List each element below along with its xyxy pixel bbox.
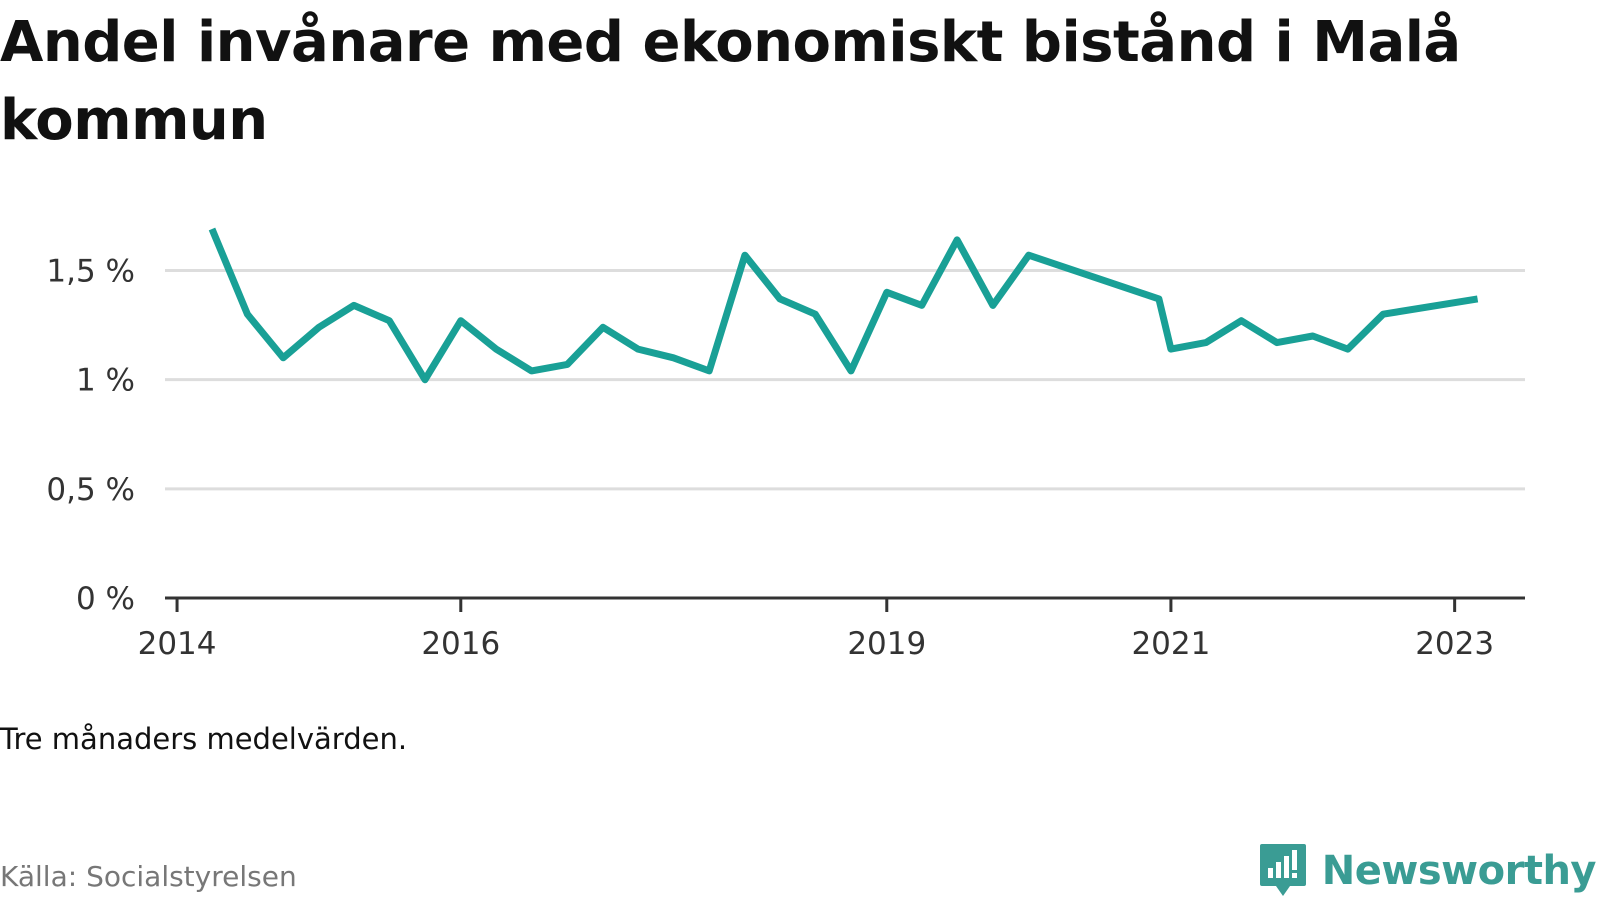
chart-note: Tre månaders medelvärden. — [0, 722, 408, 756]
gridlines — [165, 269, 1525, 491]
x-tick-label: 2023 — [1415, 626, 1494, 662]
newsworthy-logo-icon — [1259, 844, 1306, 896]
x-tick-label: 2016 — [421, 626, 500, 662]
line-chart: 0 % 0,5 % 1 % 1,5 % 2014 2016 2019 2021 2023 — [46, 227, 1525, 662]
y-tick-label: 0,5 % — [46, 472, 135, 508]
source-credit: Källa: Socialstyrelsen — [0, 860, 297, 893]
x-tick-label: 2021 — [1131, 626, 1210, 662]
y-tick-label: 1 % — [76, 363, 135, 399]
series-layer — [208, 227, 1479, 384]
y-tick-label: 0 % — [76, 581, 135, 617]
x-axis-tick-labels: 2014 2016 2019 2021 2023 — [138, 626, 1495, 662]
y-axis-tick-labels: 0 % 0,5 % 1 % 1,5 % — [46, 254, 135, 618]
brand-name: Newsworthy — [1321, 848, 1597, 894]
x-tick-label: 2014 — [138, 626, 217, 662]
brand-logo: Newsworthy — [1258, 842, 1597, 900]
y-tick-label: 1,5 % — [46, 254, 135, 290]
series-line — [208, 227, 1479, 384]
chart-title: Andel invånare med ekonomiskt bistånd i … — [0, 10, 1461, 153]
x-axis-ticks — [175, 598, 1457, 612]
x-tick-label: 2019 — [847, 626, 926, 662]
